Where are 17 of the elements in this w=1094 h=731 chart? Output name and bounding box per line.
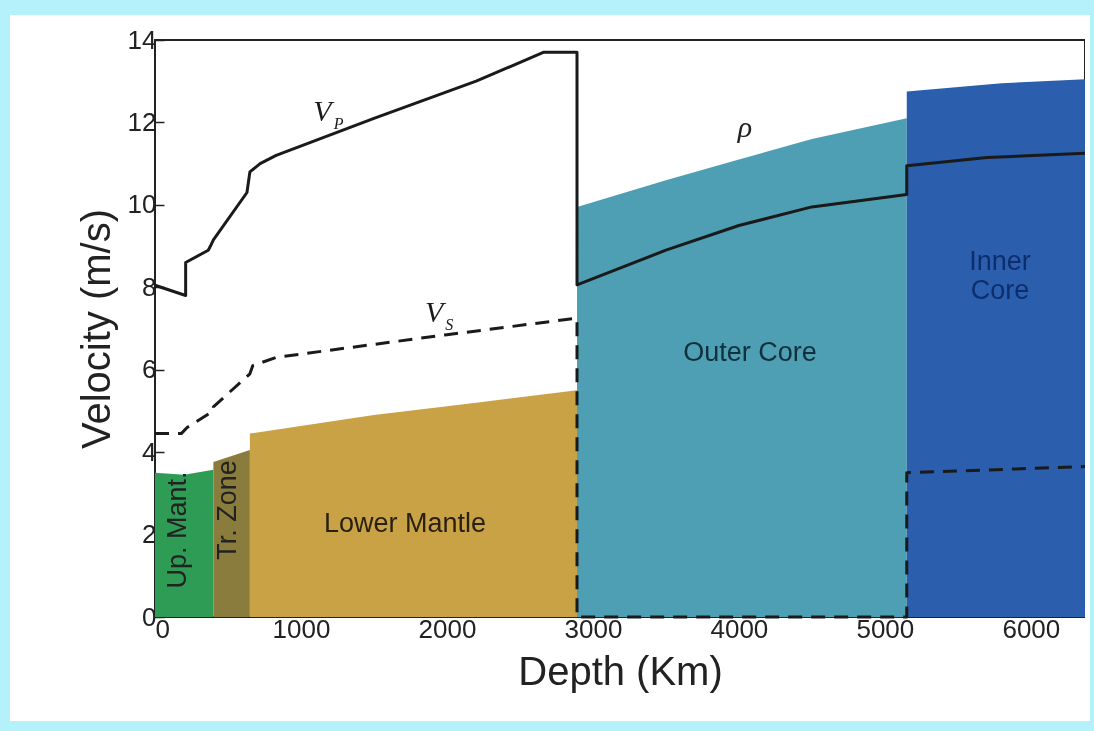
- x-tick-label: 6000: [1002, 613, 1061, 644]
- x-tick-label: 5000: [856, 613, 915, 644]
- x-tick-label: 2000: [418, 613, 477, 644]
- x-tick-label: 1000: [272, 613, 331, 644]
- annotation: Inner Core: [969, 246, 1031, 305]
- y-tick-label: 14: [127, 24, 157, 55]
- x-tick-label: 3000: [564, 613, 623, 644]
- y-tick-label: 4: [142, 436, 157, 467]
- y-axis-title: Velocity (m/s): [73, 208, 118, 450]
- x-tick-label: 4000: [710, 613, 769, 644]
- annotation: Tr. Zone: [212, 460, 242, 560]
- y-tick-label: 12: [127, 106, 157, 137]
- annotation: Up. Mant.: [162, 471, 192, 589]
- x-axis-title: Depth (Km): [518, 648, 723, 693]
- annotation: Outer Core: [683, 337, 817, 367]
- annotation: Lower Mantle: [323, 508, 487, 538]
- annotation: ρ: [736, 110, 753, 143]
